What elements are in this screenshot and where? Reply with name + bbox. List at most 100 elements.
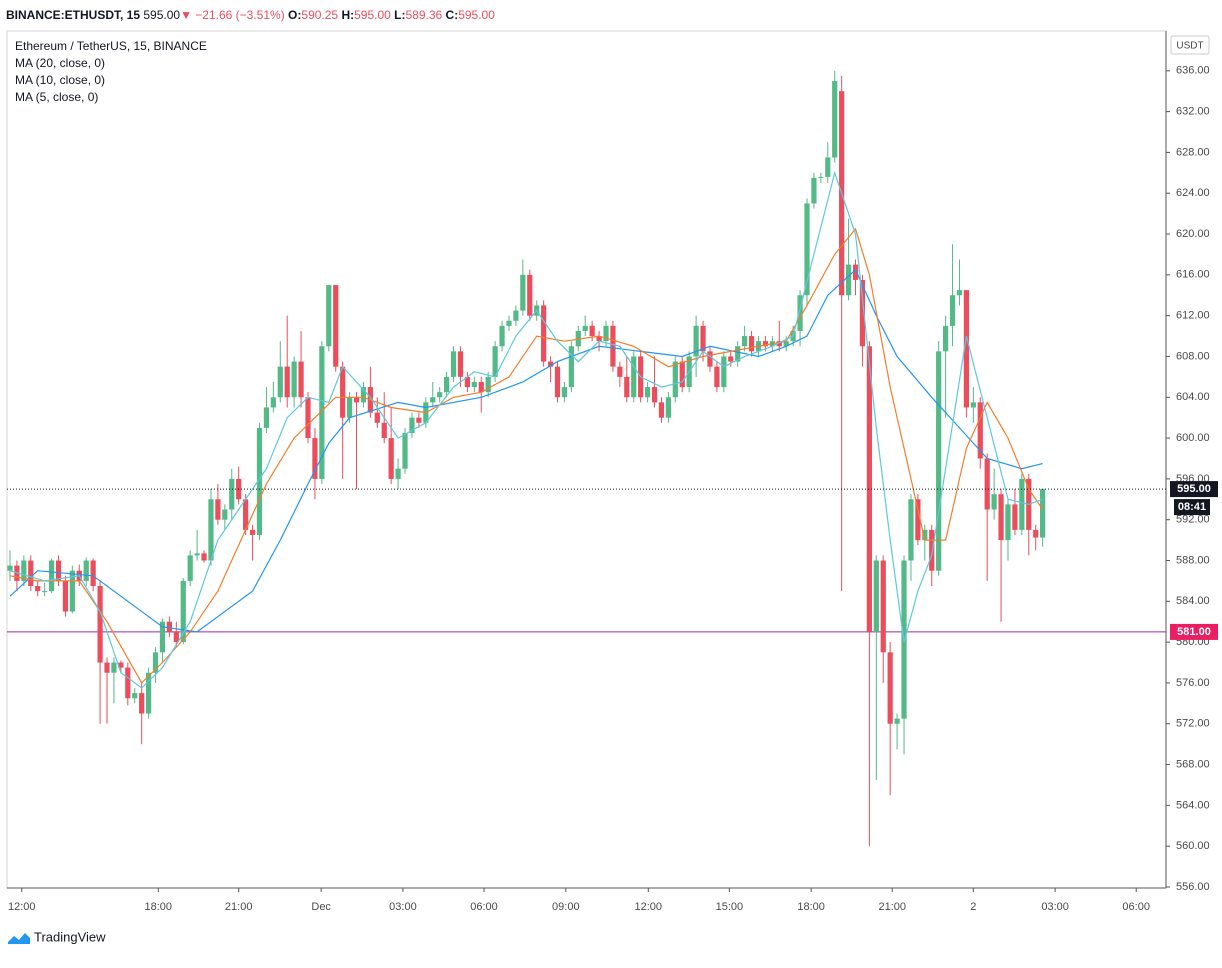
low: 589.36 bbox=[405, 8, 443, 22]
x-tick-label: 12:00 bbox=[8, 901, 36, 913]
candle-body bbox=[284, 366, 290, 398]
candle-body bbox=[832, 80, 838, 158]
candle-body bbox=[797, 295, 803, 331]
candle-body bbox=[984, 458, 990, 510]
y-tick-label: 556.00 bbox=[1176, 881, 1210, 893]
candle-body bbox=[402, 432, 408, 469]
countdown: 08:41 bbox=[1178, 501, 1206, 513]
candle-body bbox=[1040, 489, 1046, 538]
candle-body bbox=[679, 361, 685, 388]
brand-logo bbox=[8, 933, 30, 944]
candle-body bbox=[492, 346, 498, 377]
candle-body bbox=[561, 387, 568, 398]
y-tick-label: 604.00 bbox=[1176, 391, 1210, 403]
close: 595.00 bbox=[458, 8, 495, 22]
x-tick-label: 06:00 bbox=[1122, 901, 1150, 913]
candle-body bbox=[118, 662, 124, 668]
candle-body bbox=[145, 672, 152, 714]
candle-body bbox=[963, 290, 969, 408]
candle-body bbox=[478, 381, 484, 393]
x-tick-label: 18:00 bbox=[797, 901, 825, 913]
y-tick-label: 588.00 bbox=[1176, 554, 1210, 566]
x-tick-label: 21:00 bbox=[878, 901, 906, 913]
candle-body bbox=[672, 361, 678, 398]
candle-body bbox=[707, 351, 713, 367]
candle-body bbox=[201, 553, 207, 561]
x-tick-label: 09:00 bbox=[552, 901, 580, 913]
candle-body bbox=[520, 274, 526, 311]
candle-body bbox=[714, 366, 720, 388]
candle-body bbox=[312, 438, 318, 479]
candle-body bbox=[554, 366, 561, 398]
candle-body bbox=[936, 351, 942, 571]
candle-body bbox=[139, 693, 145, 714]
x-tick-label: 18:00 bbox=[145, 901, 173, 913]
candle-body bbox=[866, 346, 872, 632]
candle-body bbox=[395, 468, 401, 479]
candle-body bbox=[471, 381, 477, 388]
candle-body bbox=[818, 176, 824, 178]
candle-body bbox=[416, 417, 422, 423]
y-tick-label: 620.00 bbox=[1176, 228, 1210, 240]
y-tick-label: 564.00 bbox=[1176, 799, 1210, 811]
y-tick-label: 592.00 bbox=[1176, 514, 1210, 526]
candle-body bbox=[208, 499, 214, 561]
candle-body bbox=[229, 478, 235, 510]
candle-body bbox=[464, 376, 470, 388]
candle-body bbox=[305, 397, 311, 439]
ma-line bbox=[9, 170, 1043, 689]
candle-body bbox=[651, 387, 658, 403]
header: BINANCE:ETHUSDT, 15 595.00▼ −21.66 (−3.5… bbox=[6, 8, 495, 22]
candle-body bbox=[298, 361, 304, 398]
candle-body bbox=[506, 320, 512, 326]
candle-body bbox=[62, 580, 69, 612]
ma-line bbox=[9, 268, 1043, 633]
currency-box[interactable] bbox=[1170, 35, 1210, 55]
x-tick-label: Dec bbox=[311, 901, 331, 913]
candle-body bbox=[249, 529, 256, 535]
horizontal-line-box bbox=[1170, 623, 1218, 640]
candle-body bbox=[444, 376, 450, 393]
candle-body bbox=[28, 560, 34, 587]
y-tick-label: 636.00 bbox=[1176, 65, 1210, 77]
candle-body bbox=[166, 621, 172, 632]
y-tick-label: 632.00 bbox=[1176, 106, 1210, 118]
candle-body bbox=[340, 366, 346, 418]
y-tick-label: 576.00 bbox=[1176, 677, 1210, 689]
candle-body bbox=[48, 560, 55, 592]
candle-body bbox=[333, 285, 339, 367]
candle-body bbox=[159, 621, 166, 653]
candle-body bbox=[631, 356, 637, 398]
candle-body bbox=[319, 346, 325, 479]
symbol: BINANCE:ETHUSDT, 15 bbox=[6, 8, 141, 22]
candle-body bbox=[83, 560, 89, 581]
x-tick-label: 21:00 bbox=[225, 901, 253, 913]
candle-body bbox=[256, 427, 263, 535]
candle-body bbox=[859, 279, 866, 347]
x-tick-label: 03:00 bbox=[1041, 901, 1069, 913]
candle-body bbox=[513, 310, 519, 321]
candle-body bbox=[450, 351, 457, 377]
candle-body bbox=[776, 341, 782, 347]
candle-body bbox=[326, 285, 332, 347]
candle-body bbox=[541, 305, 547, 362]
candle-body bbox=[700, 325, 706, 352]
candle-body bbox=[125, 667, 131, 699]
candle-body bbox=[742, 336, 748, 347]
candle-body bbox=[887, 652, 893, 724]
candle-body bbox=[873, 560, 879, 632]
l-label: L: bbox=[394, 8, 406, 22]
candle-body bbox=[374, 412, 380, 423]
horizontal-line-label: 581.00 bbox=[1177, 626, 1211, 638]
candle-body bbox=[457, 351, 464, 377]
candle-body bbox=[658, 402, 665, 418]
candle-body bbox=[908, 499, 914, 561]
candle-body bbox=[956, 290, 963, 296]
plot bbox=[7, 70, 1166, 847]
candle-body bbox=[409, 417, 415, 433]
candle-body bbox=[970, 402, 976, 408]
candle-body bbox=[35, 586, 41, 592]
candle-body bbox=[617, 366, 623, 377]
candle-body bbox=[104, 662, 110, 673]
